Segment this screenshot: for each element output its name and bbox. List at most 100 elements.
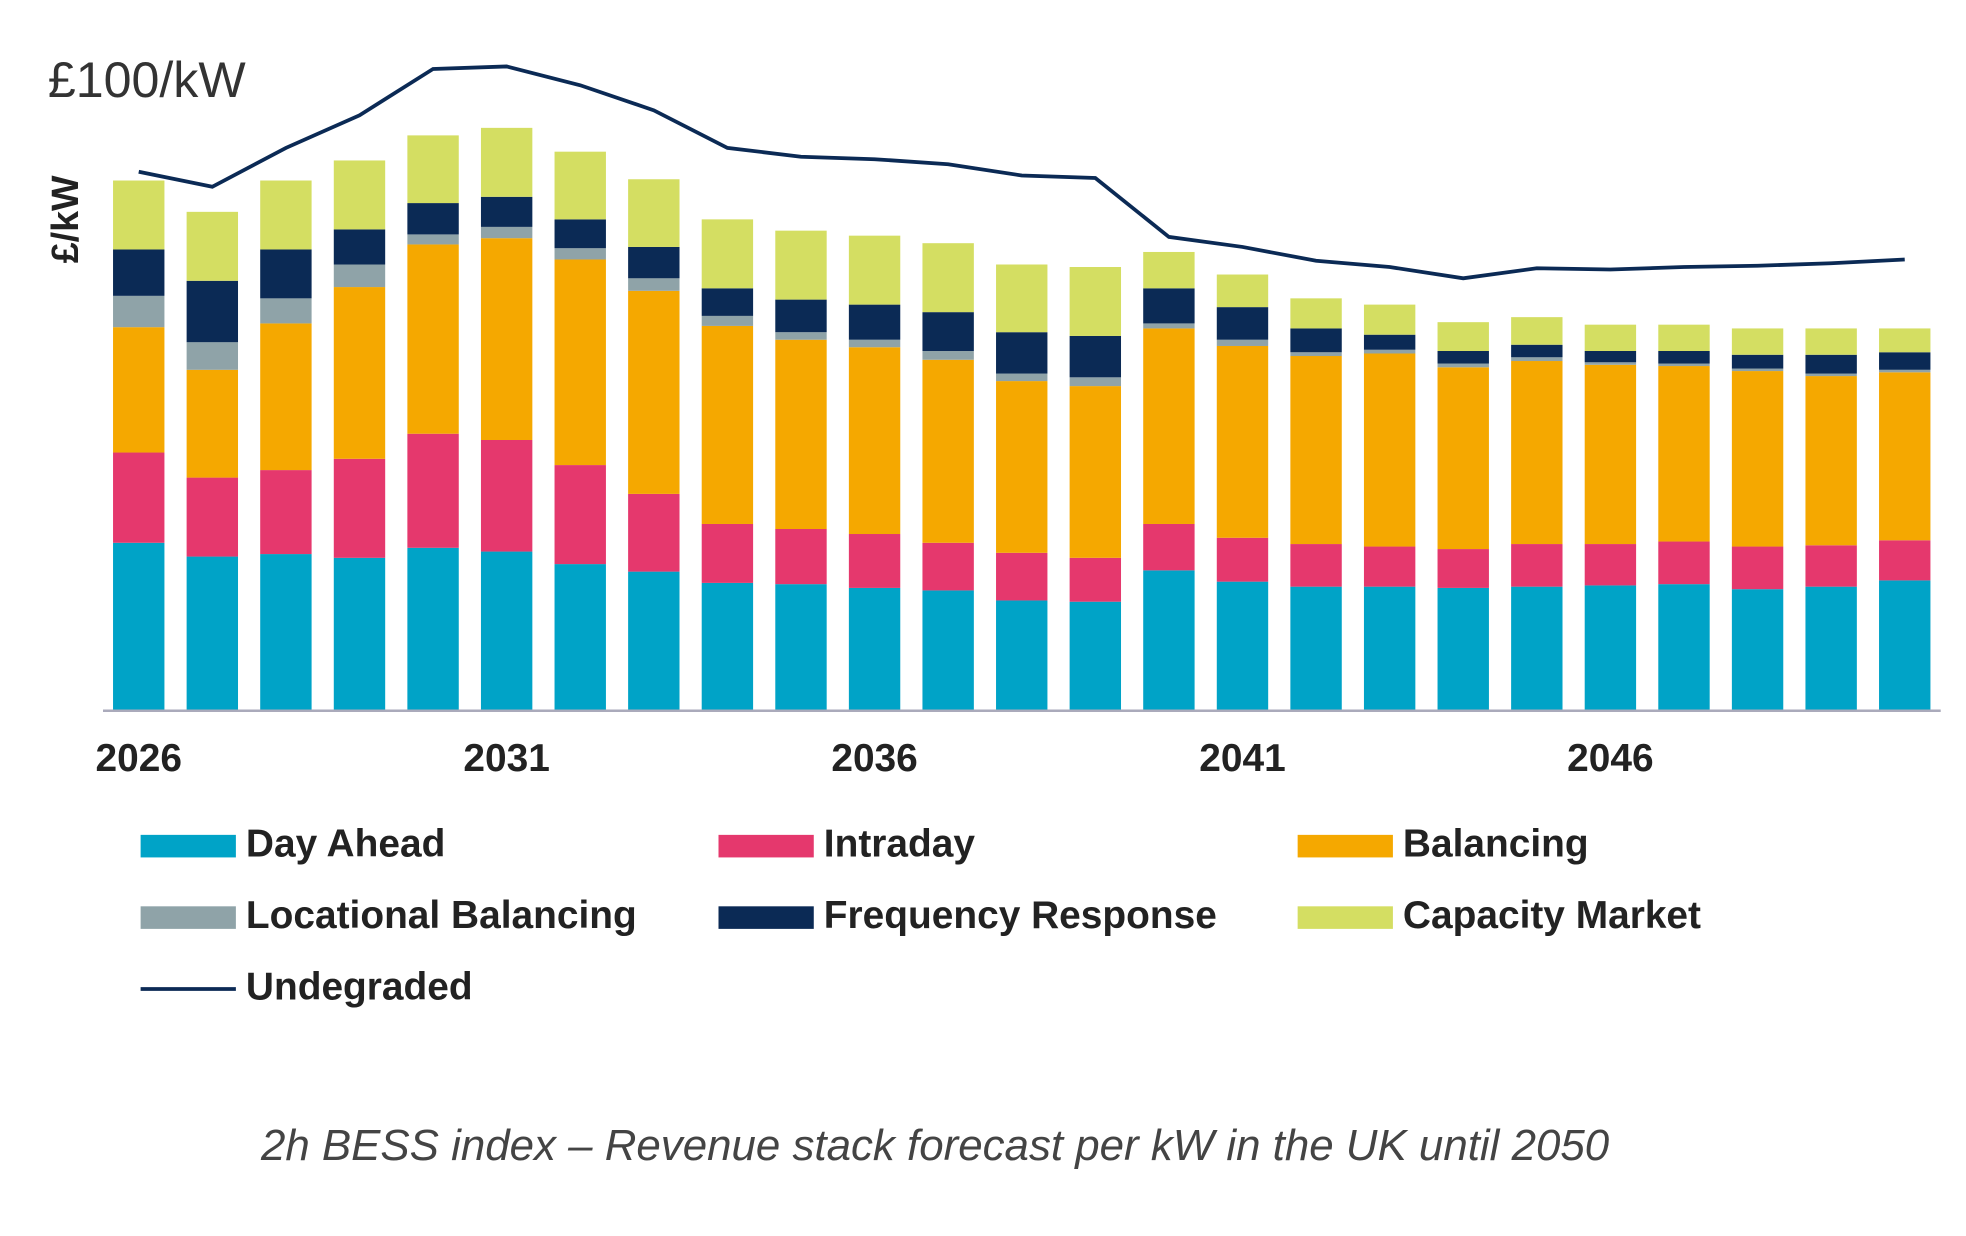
bar-segment: [1511, 317, 1563, 345]
bar-segment: [260, 470, 312, 555]
bar-segment: [554, 259, 606, 466]
bar-segment: [333, 458, 386, 558]
bar-segment: [1437, 587, 1489, 711]
bar-segment: [1658, 350, 1710, 364]
bar-segment: [1658, 541, 1710, 585]
bar-segment: [1069, 377, 1122, 387]
bar-segment: [480, 238, 533, 440]
bar-segment: [922, 350, 974, 360]
bar-segment: [260, 249, 312, 299]
bar-segment: [1437, 549, 1489, 588]
bar-segment: [113, 180, 165, 250]
bar-segment: [407, 244, 459, 434]
bar-segment: [480, 439, 533, 552]
legend-label: Capacity Market: [1403, 894, 1701, 937]
bar-segment: [260, 180, 312, 250]
bar-segment: [922, 243, 974, 313]
x-tick-label: 2046: [1567, 737, 1653, 780]
bar-segment: [1805, 545, 1857, 587]
bar-segment: [186, 211, 239, 281]
legend-swatch: [140, 834, 236, 858]
bar-segment: [1511, 344, 1563, 358]
bar-segment: [1437, 363, 1489, 368]
bar-segment: [333, 160, 386, 230]
bar-segment: [1363, 546, 1416, 587]
legend-swatch: [718, 834, 814, 858]
bar-segment: [333, 287, 386, 459]
bar-segment: [1216, 339, 1269, 346]
bar-segment: [113, 295, 165, 328]
bar-segment: [996, 373, 1048, 382]
bar-segment: [1290, 298, 1342, 329]
bar-segment: [1511, 544, 1563, 587]
bar-segment: [333, 229, 386, 265]
bar-segment: [1879, 372, 1931, 541]
bar-segment: [554, 564, 606, 711]
bar-segment: [1731, 328, 1784, 355]
bar-segment: [554, 219, 606, 249]
bar-segment: [1584, 350, 1637, 363]
bar-segment: [996, 552, 1048, 601]
bar-segment: [1437, 350, 1489, 364]
bar-segment: [480, 226, 533, 239]
bar-segment: [922, 359, 974, 543]
bar-segment: [1216, 581, 1269, 711]
bar-segment: [701, 219, 754, 289]
bar-segment: [186, 342, 239, 370]
bar-segment: [1658, 324, 1710, 351]
bar-segment: [1143, 323, 1195, 329]
bar-segment: [1290, 352, 1342, 357]
bar-segment: [996, 264, 1048, 333]
bar-segment: [701, 288, 754, 316]
bar-segment: [1805, 354, 1857, 374]
bar-segment: [1143, 523, 1195, 571]
bar-segment: [1363, 586, 1416, 711]
bar-segment: [1069, 557, 1122, 602]
bar-segment: [848, 534, 901, 588]
bar-segment: [1363, 334, 1416, 350]
legend-label: Locational Balancing: [246, 894, 637, 937]
bar-segment: [1290, 544, 1342, 587]
bar-segment: [1069, 601, 1122, 711]
bar-segment: [996, 600, 1048, 711]
bar-segment: [775, 339, 827, 529]
bar-segment: [1879, 580, 1931, 711]
legend-label: Balancing: [1403, 822, 1589, 865]
bar-segment: [1216, 537, 1269, 582]
y-axis-label: £/kW: [44, 175, 86, 263]
bar-segment: [848, 235, 901, 305]
bar-segment: [1658, 584, 1710, 711]
bar-segment: [1511, 361, 1563, 545]
legend-swatch: [1297, 906, 1393, 929]
bar-segment: [554, 151, 606, 220]
bar-segment: [186, 556, 239, 711]
bar-segment: [775, 230, 827, 300]
bar-segment: [775, 584, 827, 711]
bar-segment: [1658, 366, 1710, 542]
bar-segment: [775, 332, 827, 340]
x-tick-label: 2031: [463, 737, 549, 780]
bar-segment: [1143, 570, 1195, 711]
bar-segment: [922, 590, 974, 711]
bar-segment: [1731, 354, 1784, 369]
bar-segment: [113, 452, 165, 543]
bar-segment: [113, 542, 165, 711]
bar-segment: [1879, 540, 1931, 581]
bar-segment: [1216, 345, 1269, 538]
bar-segment: [628, 493, 680, 572]
legend-label: Intraday: [824, 822, 976, 865]
bar-segment: [1363, 353, 1416, 547]
bar-segment: [407, 234, 459, 245]
bar-segment: [996, 381, 1048, 553]
bar-segment: [407, 135, 459, 204]
bar-segment: [1879, 352, 1931, 370]
bar-segment: [1805, 376, 1857, 546]
bar-segment: [1216, 307, 1269, 340]
bar-segment: [628, 290, 680, 494]
bar-segment: [260, 554, 312, 711]
bar-segment: [113, 327, 165, 453]
bar-segment: [554, 465, 606, 565]
bar-segment: [407, 547, 459, 711]
